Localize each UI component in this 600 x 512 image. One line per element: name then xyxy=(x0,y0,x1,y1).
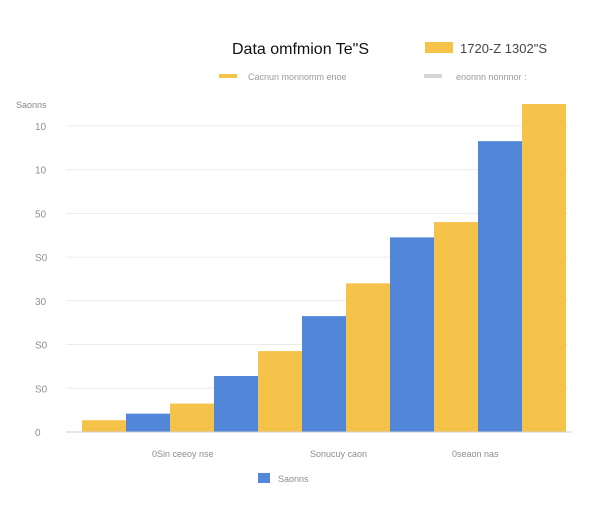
bottom-legend-swatch xyxy=(258,473,270,483)
y-tick-label: 30 xyxy=(35,297,47,308)
bar-blue-2 xyxy=(126,413,170,432)
x-group-label-3: 0seaon nas xyxy=(452,449,499,459)
bars-layer xyxy=(82,104,566,432)
top-legend-label-left: Cacnun monnomm enoe xyxy=(248,72,347,82)
bar-yellow-3 xyxy=(170,403,214,432)
x-group-label-2: Sonucuy caon xyxy=(310,449,367,459)
y-tick-label: S0 xyxy=(35,341,48,352)
bar-yellow-1 xyxy=(82,420,126,432)
bar-yellow-9 xyxy=(434,222,478,432)
header-legend-swatch-yellow xyxy=(425,42,453,53)
bottom-legend-label: Saonns xyxy=(278,474,309,484)
bar-yellow-7 xyxy=(346,283,390,432)
bar-yellow-5 xyxy=(258,351,302,432)
y-tick-label: S0 xyxy=(35,253,48,264)
bar-blue-10 xyxy=(478,141,522,432)
x-group-label-1: 0Sin ceeoy nse xyxy=(152,449,214,459)
y-axis-label: Saonns xyxy=(16,100,47,110)
bar-blue-6 xyxy=(302,316,346,432)
bar-yellow-11 xyxy=(522,104,566,432)
y-tick-label: 0 xyxy=(35,428,41,439)
bar-blue-8 xyxy=(390,237,434,432)
y-tick-label: S0 xyxy=(35,384,48,395)
bar-blue-4 xyxy=(214,376,258,432)
top-legend-label-right: enonnn nonnnor : xyxy=(456,72,527,82)
y-tick-label: 50 xyxy=(35,209,47,220)
y-tick-label: 10 xyxy=(35,122,47,133)
top-legend-swatch-gray xyxy=(424,74,442,78)
header-right-label: 1720-Z 1302"S xyxy=(460,41,547,56)
top-legend-swatch-yellow xyxy=(219,74,237,78)
y-tick-label: 10 xyxy=(35,166,47,177)
y-tick-labels: 0 S0 S0 30 S0 50 10 10 xyxy=(35,122,48,439)
chart-title: Data omfmion Te"S xyxy=(232,41,369,58)
